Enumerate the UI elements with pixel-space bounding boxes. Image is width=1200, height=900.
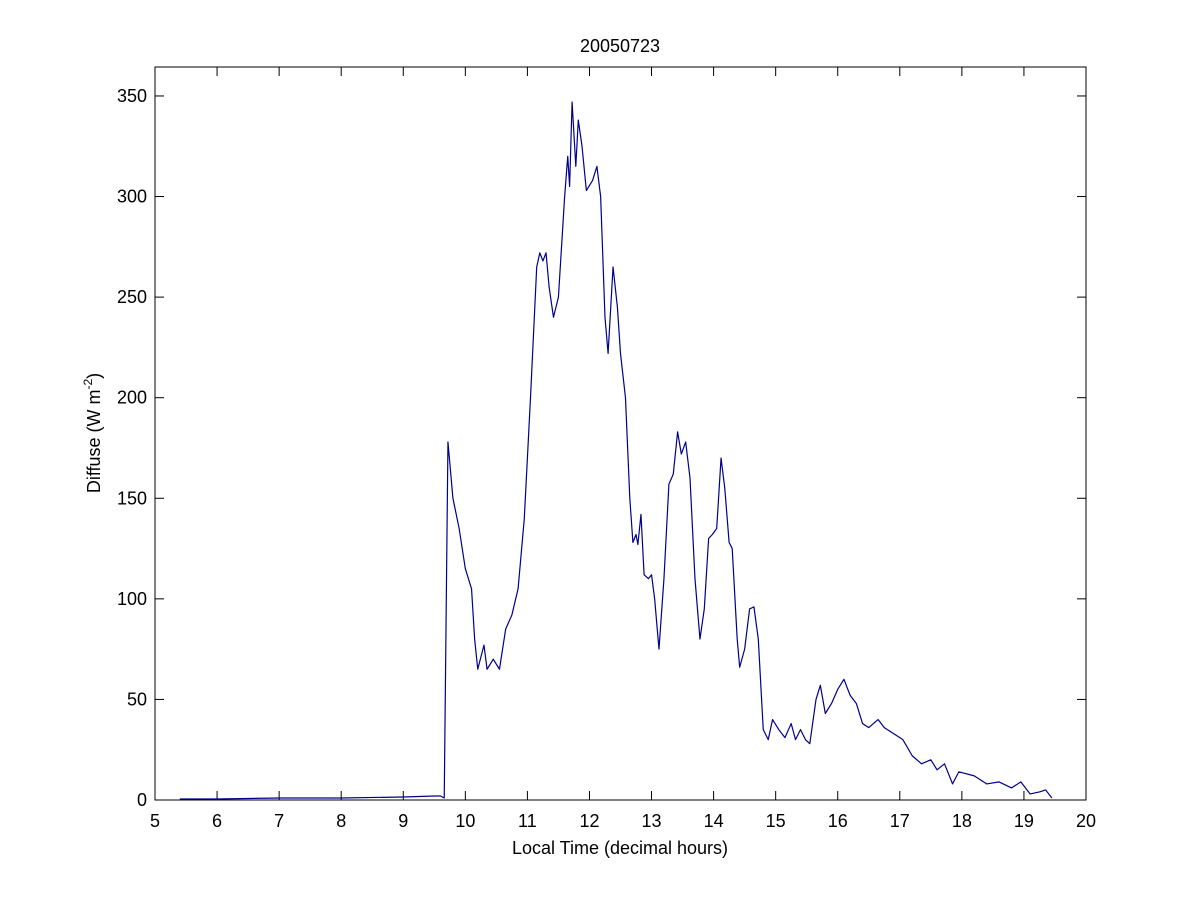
plot-area: [154, 66, 1087, 801]
x-tick-label: 7: [274, 811, 284, 831]
x-tick-label: 19: [1014, 811, 1034, 831]
y-axis-label: Diffuse (W m-2): [81, 373, 104, 493]
x-tick-label: 17: [890, 811, 910, 831]
x-tick-label: 10: [455, 811, 475, 831]
x-tick-label: 16: [828, 811, 848, 831]
y-axis-label-sup: -2: [81, 378, 95, 389]
x-tick-label: 5: [150, 811, 160, 831]
x-tick-label: 9: [398, 811, 408, 831]
x-tick-label: 11: [518, 811, 537, 831]
x-tick-label: 6: [212, 811, 222, 831]
x-axis-label: Local Time (decimal hours): [512, 838, 728, 858]
y-tick-label: 50: [127, 689, 147, 709]
y-tick-label: 200: [117, 388, 147, 408]
chart-title: 20050723: [580, 36, 660, 56]
x-tick-label: 20: [1076, 811, 1096, 831]
x-tick-label: 18: [952, 811, 972, 831]
x-tick-label: 15: [766, 811, 786, 831]
x-tick-label: 8: [336, 811, 346, 831]
y-tick-label: 300: [117, 187, 147, 207]
y-tick-label: 0: [137, 790, 147, 810]
data-line: [179, 101, 1053, 800]
x-tick-label: 13: [642, 811, 662, 831]
y-tick-label: 350: [117, 86, 147, 106]
y-tick-label: 100: [117, 589, 147, 609]
y-tick-label: 150: [117, 488, 147, 508]
x-tick-label: 12: [579, 811, 599, 831]
x-tick-label: 14: [704, 811, 724, 831]
y-axis-label-text: Diffuse (W m: [84, 389, 104, 493]
y-tick-label: 250: [117, 287, 147, 307]
y-axis-label-end: ): [84, 373, 104, 379]
